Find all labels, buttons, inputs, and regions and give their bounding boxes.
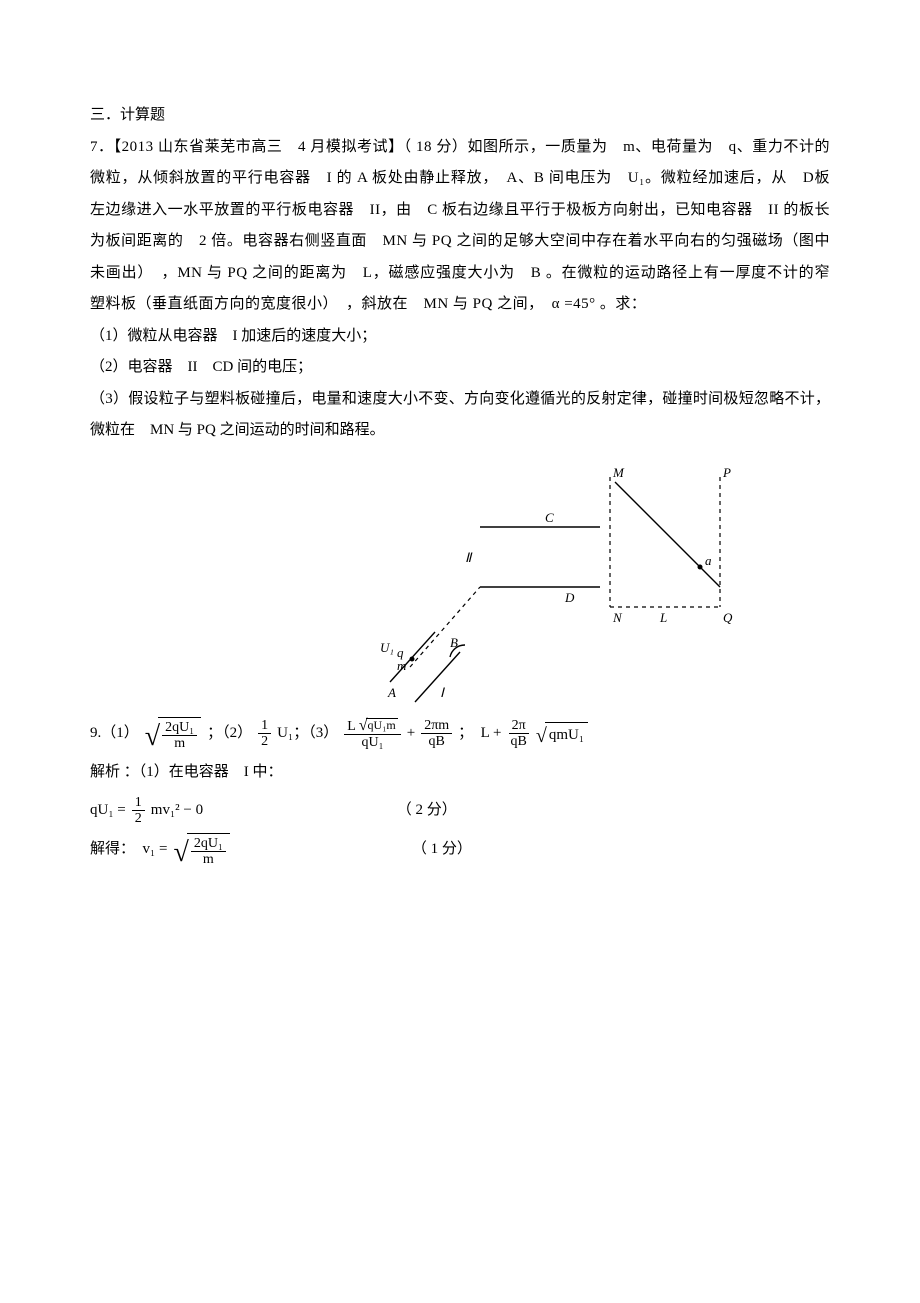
ans3a-frac: L √qU₁m qU₁ [344, 718, 401, 751]
eq2-lhs: 解得： v₁ = [90, 839, 167, 860]
label-C: C [545, 510, 554, 525]
label-L: L [659, 610, 667, 625]
label-m: m [397, 658, 406, 673]
label-a: a [705, 553, 712, 568]
ans3c-sqrt: √ qmU₁ [536, 722, 588, 746]
eq1-frac: 12 [132, 795, 145, 827]
physics-diagram: M P N Q C D Ⅱ L a U₁ q m A B Ⅰ [370, 457, 750, 707]
problem-q3: （3）假设粒子与塑料板碰撞后，电量和速度大小不变、方向变化遵循光的反射定律，碰撞… [90, 384, 830, 447]
solution-eq1: qU₁ = 12 mv₁² − 0 （ 2 分） [90, 795, 830, 827]
ans3b-frac: 2πmqB [421, 718, 452, 750]
plus1: + [407, 723, 415, 744]
label-N: N [612, 610, 623, 625]
section-title: 三．计算题 [90, 100, 830, 132]
label-I: Ⅰ [440, 685, 445, 700]
eq2-sqrt: √ 2qU₁m [173, 833, 229, 868]
eq2-score: （ 1 分） [412, 839, 472, 860]
sep12: ；（2） [207, 723, 252, 744]
solution-eq2: 解得： v₁ = √ 2qU₁m （ 1 分） [90, 833, 830, 868]
label-M: M [612, 465, 625, 480]
label-P: P [722, 465, 731, 480]
ans3c-frac: 2πqB [508, 718, 530, 750]
solution-head: 解析 ：（1）在电容器 I 中： [90, 757, 830, 789]
problem-text: 7．【2013 山东省莱芜市高三 4 月模拟考试】（ 18 分）如图所示，一质量… [90, 132, 830, 321]
answer-line: 9.（1） √ 2qU₁m ；（2） 12 U₁；（3） L √qU₁m qU₁… [90, 717, 830, 752]
label-U1: U₁ [380, 640, 394, 655]
eq1-tail: mv₁² − 0 [151, 800, 391, 821]
ans2-frac: 12 [258, 718, 271, 750]
answer-prefix: 9.（1） [90, 723, 139, 744]
label-Q: Q [723, 610, 733, 625]
ans1-sqrt: √ 2qU₁m [145, 717, 201, 752]
problem-q1: （1）微粒从电容器 I 加速后的速度大小； [90, 321, 830, 353]
label-D: D [564, 590, 575, 605]
eq1-score: （ 2 分） [397, 800, 457, 821]
ans2-tail: U₁；（3） [277, 723, 338, 744]
label-B: B [450, 635, 458, 650]
problem-q2: （2）电容器 II CD 间的电压； [90, 352, 830, 384]
eq1-lhs: qU₁ = [90, 800, 126, 821]
label-A: A [387, 685, 396, 700]
label-II: Ⅱ [465, 550, 473, 565]
figure-container: M P N Q C D Ⅱ L a U₁ q m A B Ⅰ [290, 457, 830, 707]
semi: ； L + [458, 723, 501, 744]
